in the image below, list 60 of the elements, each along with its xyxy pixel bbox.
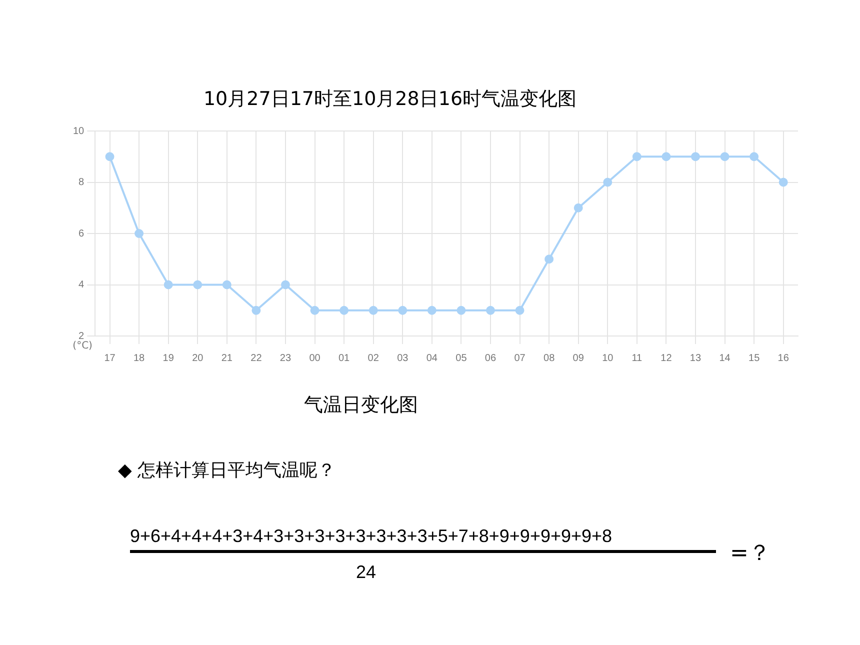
x-tick-label: 12 xyxy=(660,352,672,364)
x-tick-label: 09 xyxy=(572,352,584,364)
point xyxy=(456,306,466,315)
x-tick-label: 08 xyxy=(544,352,556,364)
point xyxy=(368,306,378,315)
point xyxy=(603,178,612,187)
point xyxy=(252,306,261,315)
x-tick-label: 13 xyxy=(690,352,702,364)
point xyxy=(280,280,290,290)
text: 气温日变化图 xyxy=(304,393,418,418)
point xyxy=(105,152,114,162)
y-tick-label: 6 xyxy=(78,228,85,240)
text: 9+6+4+4+4+3+4+3+3+3+3+3+3+3+3+5+7+8+9+9+9+9+9+8 xyxy=(130,526,612,547)
point xyxy=(662,152,671,162)
x-tick-label: 19 xyxy=(162,352,174,364)
text: =？ xyxy=(730,540,770,568)
point xyxy=(398,306,408,315)
y-tick-label: 4 xyxy=(78,280,85,290)
x-tick-label: 18 xyxy=(133,352,146,364)
chart-title: 10月27日17时至10月28日16时气温变化图 xyxy=(202,87,578,112)
x-tick-label: 06 xyxy=(484,352,496,364)
y-axis-title: (°C) xyxy=(72,340,93,352)
x-tick-label: 05 xyxy=(456,352,468,364)
point xyxy=(690,152,700,162)
x-tick-label: 22 xyxy=(250,352,262,364)
x-tick-label: 03 xyxy=(397,352,409,364)
point xyxy=(193,280,202,290)
y-tick-label: 2 xyxy=(78,330,85,342)
y-tick-label: 8 xyxy=(78,177,85,188)
text: ◆ 怎样计算日平均气温呢？ xyxy=(118,459,336,482)
point xyxy=(340,306,349,315)
point xyxy=(544,254,554,264)
x-tick-label: 14 xyxy=(719,352,731,364)
x-tick-label: 10 xyxy=(602,352,614,364)
x-tick-label: 20 xyxy=(192,352,204,364)
point xyxy=(486,306,495,315)
point xyxy=(222,280,232,290)
point xyxy=(164,280,173,290)
point xyxy=(778,178,788,187)
point xyxy=(134,229,144,238)
x-tick-label: 17 xyxy=(104,352,116,364)
x-tick-label: 04 xyxy=(426,352,438,364)
x-tick-label: 16 xyxy=(778,352,790,364)
x-tick-label: 07 xyxy=(514,352,526,364)
point xyxy=(515,306,524,315)
point xyxy=(427,306,436,315)
point xyxy=(310,306,320,315)
x-tick-label: 21 xyxy=(221,352,233,364)
x-tick-label: 23 xyxy=(280,352,292,364)
y-tick-label: 10 xyxy=(73,126,85,137)
point xyxy=(720,152,730,162)
text: 24 xyxy=(356,562,376,583)
point xyxy=(574,203,583,212)
x-tick-label: 00 xyxy=(309,352,321,364)
point xyxy=(632,152,642,162)
x-tick-label: 15 xyxy=(748,352,760,364)
x-tick-label: 02 xyxy=(368,352,380,364)
point xyxy=(750,152,759,162)
x-tick-label: 11 xyxy=(632,352,643,364)
x-tick-label: 01 xyxy=(338,352,350,364)
